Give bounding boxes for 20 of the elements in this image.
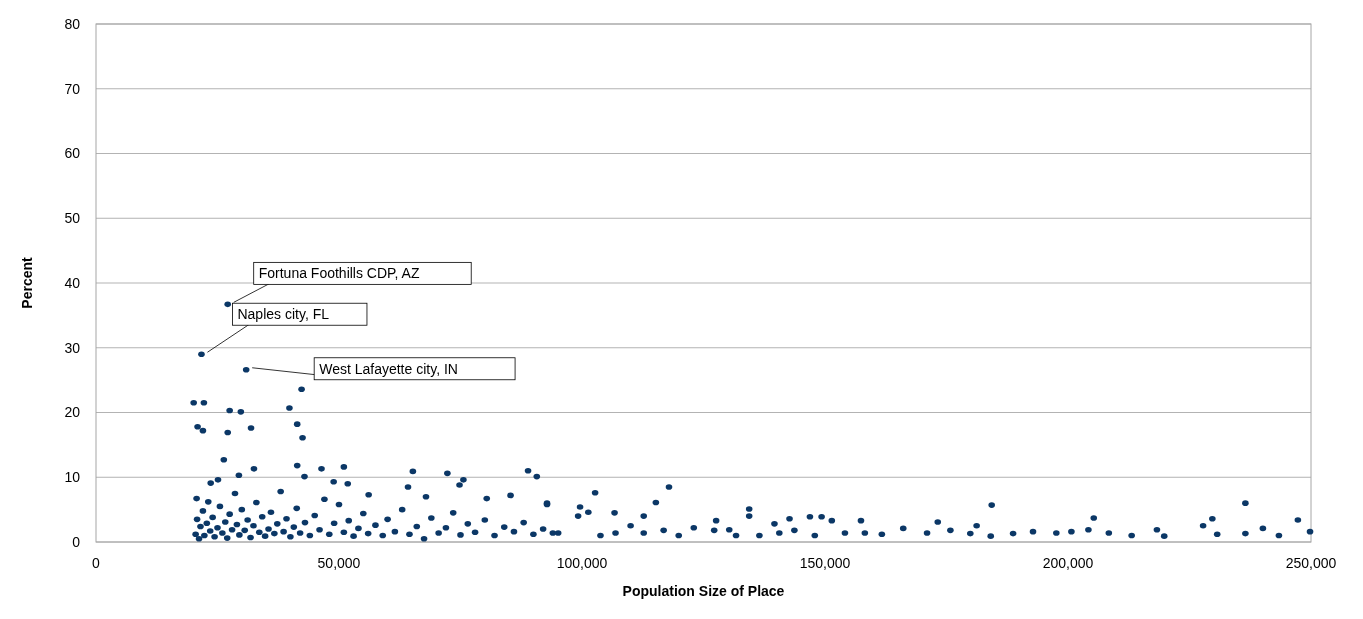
y-tick-label: 50 (64, 210, 81, 227)
x-tick-label: 150,000 (799, 555, 851, 571)
x-tick-label: 200,000 (1042, 555, 1094, 571)
y-tick-label: 20 (64, 404, 81, 421)
y-axis-title: Percent (19, 256, 35, 309)
y-tick-label: 70 (64, 80, 81, 97)
y-tick-label: 80 (64, 15, 81, 32)
y-tick-label: 60 (64, 145, 81, 162)
annotation: West Lafayette city, IN (319, 360, 458, 377)
x-tick-label: 100,000 (556, 555, 608, 571)
annotation: Fortuna Foothills CDP, AZ (258, 265, 420, 282)
annotation: Naples city, FL (237, 306, 330, 323)
y-tick-label: 40 (64, 274, 81, 291)
y-tick-label: 30 (64, 339, 81, 356)
x-tick-label: 0 (92, 555, 101, 571)
y-tick-label: 0 (72, 533, 81, 550)
y-tick-label: 10 (64, 469, 81, 486)
x-axis-title: Population Size of Place (622, 583, 785, 599)
x-tick-label: 250,000 (1285, 555, 1337, 571)
x-tick-label: 50,000 (317, 555, 361, 571)
